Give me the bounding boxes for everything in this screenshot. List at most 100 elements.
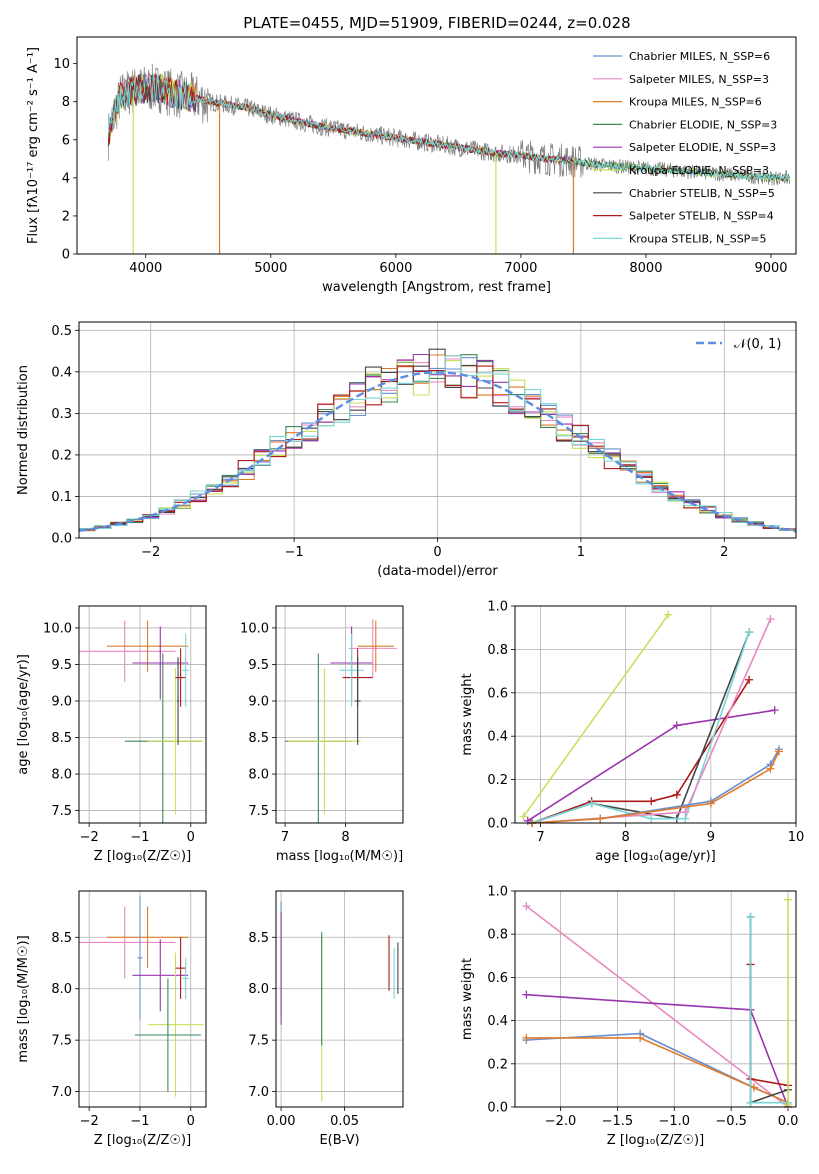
y-tick-label: 1.0 xyxy=(487,600,508,615)
x-axis-label: Z [log₁₀(Z/Z☉)] xyxy=(607,1133,704,1148)
weight-line-salpeter_miles xyxy=(525,905,789,1108)
axes-residuals: −2 −1 0 1 2 0.0 0.1 0.2 0.3 0.4 0.5 (data-model)/er… xyxy=(16,322,796,579)
crosses-mass_vs_z xyxy=(79,896,204,1097)
x-tick-label: −2.0 xyxy=(545,1114,577,1129)
x-tick-label: 0 xyxy=(187,830,195,845)
weight-point-kroupa_stelib xyxy=(746,912,755,921)
histogram-salpeter_stelib xyxy=(79,365,796,533)
x-axis-label: E(B-V) xyxy=(319,1133,359,1148)
weight_vs_age-frame xyxy=(514,605,797,824)
x-tick-label: −1.5 xyxy=(602,1114,634,1129)
weight-line-salpeter_elodie xyxy=(526,993,789,1108)
x-tick-label: 0.0 xyxy=(778,1114,799,1129)
axes-mass_vs_z: −2 −1 0 7.0 7.5 8.0 8.5 Z [log₁₀(Z/Z☉)] mass [lo… xyxy=(16,891,206,1148)
weight-point-kroupa_elodie xyxy=(784,895,793,904)
x-tick-label: 8 xyxy=(622,830,630,845)
weight-point-salpeter_stelib xyxy=(745,675,754,684)
y-tick-label: 0.2 xyxy=(487,773,508,788)
y-tick-label: 0.6 xyxy=(487,971,508,986)
legend-label: Chabrier STELIB, N_SSP=5 xyxy=(629,187,775,200)
y-tick-label: 9.5 xyxy=(51,658,72,673)
lines-weight_vs_z xyxy=(522,895,793,1111)
weight-point-kroupa_miles xyxy=(706,799,715,808)
x-tick-label: −0.5 xyxy=(715,1114,747,1129)
axes-weight_vs_age: 7 8 9 10 0.0 0.2 0.4 0.6 0.8 1.0 age [log₁₀(age/yr… xyxy=(460,600,804,865)
model-line-kroupa_stelib xyxy=(107,73,790,182)
y-tick-label: 8.0 xyxy=(51,768,72,783)
x-tick-label: 0 xyxy=(187,1114,195,1129)
y-axis-label: Normed distribution xyxy=(16,365,31,495)
x-tick-label: −1 xyxy=(130,830,149,845)
weight-point-salpeter_elodie xyxy=(522,990,531,999)
y-tick-label: 0.6 xyxy=(487,686,508,701)
y-tick-label: 7.5 xyxy=(51,804,72,819)
weight-point-kroupa_elodie xyxy=(784,1100,793,1109)
weight-point-kroupa_miles xyxy=(522,1033,531,1042)
weight_vs_z-frame xyxy=(514,890,797,1108)
x-tick-label: 7 xyxy=(536,830,544,845)
x-tick-label: −1.0 xyxy=(658,1114,690,1129)
y-tick-label: 0.8 xyxy=(487,643,508,658)
x-tick-label: −1 xyxy=(285,545,304,560)
y-tick-label: 8.5 xyxy=(51,731,72,746)
histogram-kroupa_stelib xyxy=(79,355,796,533)
y-tick-label: 0.5 xyxy=(51,324,72,339)
x-tick-label: 10 xyxy=(788,830,805,845)
y-tick-label: 0.2 xyxy=(51,448,72,463)
weight-line-kroupa_stelib xyxy=(531,631,750,824)
x-tick-label: 9000 xyxy=(754,261,787,276)
x-tick-label: 0.00 xyxy=(267,1114,296,1129)
y-tick-label: 7.0 xyxy=(51,1085,72,1100)
weight-point-kroupa_stelib xyxy=(587,799,596,808)
crosses-age_vs_mass xyxy=(285,619,397,823)
y-tick-label: 7.5 xyxy=(248,1034,269,1049)
spectrum-frame xyxy=(76,36,797,255)
weight-point-salpeter_stelib xyxy=(647,797,656,806)
y-axis-label: Flux [fλ10⁻¹⁷ erg cm⁻² s⁻¹ A⁻¹] xyxy=(26,47,41,244)
axes-weight_vs_z: −2.0 −1.5 −1.0 −0.5 0.0 0.0 0.2 0.4 0.6 0.8 1.0 Z [… xyxy=(460,885,798,1149)
weight-point-kroupa_stelib xyxy=(647,814,656,823)
x-axis-label: age [log₁₀(age/yr)] xyxy=(595,849,716,864)
residual-histograms xyxy=(79,348,796,534)
y-tick-label: 0.4 xyxy=(487,1014,508,1029)
y-tick-label: 0.8 xyxy=(487,928,508,943)
weight-point-salpeter_elodie xyxy=(770,706,779,715)
weight-line-kroupa_elodie xyxy=(522,614,669,817)
weight-line-kroupa_miles xyxy=(531,751,780,824)
x-tick-label: 4000 xyxy=(129,261,162,276)
normal-curve xyxy=(79,371,796,532)
legend-label: Chabrier ELODIE, N_SSP=3 xyxy=(629,118,777,131)
crosses-mass_vs_ebv xyxy=(280,901,399,1102)
legend-normal-label: 𝒩(0, 1) xyxy=(734,337,781,352)
weight-line-chabrier_miles xyxy=(526,1032,789,1104)
y-tick-label: 0.1 xyxy=(51,490,72,505)
mass_vs_z-frame xyxy=(78,890,207,1108)
weight-line-chabrier_stelib xyxy=(749,916,789,1104)
x-tick-label: 7000 xyxy=(504,261,537,276)
y-tick-label: 1.0 xyxy=(487,885,508,900)
weight-point-kroupa_elodie xyxy=(664,610,673,619)
crosses-age_vs_z xyxy=(79,620,204,823)
axes-age_vs_z: −2 −1 0 7.5 8.0 8.5 9.0 9.5 10.0 Z [log₁₀(Z/Z☉)] a… xyxy=(16,606,206,864)
y-tick-label: 8.5 xyxy=(248,931,269,946)
weight-point-salpeter_elodie xyxy=(672,721,681,730)
axes-age_vs_mass: 7 8 7.5 8.0 8.5 9.0 9.5 10.0 mass [log₁₀(M/M☉)] xyxy=(240,606,403,864)
y-axis-label: mass weight xyxy=(460,958,475,1040)
legend-label: Salpeter MILES, N_SSP=3 xyxy=(629,73,769,86)
x-tick-label: 6000 xyxy=(379,261,412,276)
y-tick-label: 0.0 xyxy=(487,1101,508,1116)
weight-point-kroupa_miles xyxy=(766,764,775,773)
y-tick-label: 9.0 xyxy=(248,694,269,709)
spectrum-lines xyxy=(107,63,790,254)
weight-point-salpeter_stelib xyxy=(672,790,681,799)
y-tick-label: 8.0 xyxy=(51,982,72,997)
y-tick-label: 8.5 xyxy=(51,931,72,946)
y-tick-label: 0.4 xyxy=(51,365,72,380)
x-tick-label: 5000 xyxy=(254,261,287,276)
x-tick-label: 1 xyxy=(577,545,585,560)
weight-point-kroupa_miles xyxy=(636,1033,645,1042)
weight-point-salpeter_miles xyxy=(522,902,531,911)
y-tick-label: 7.5 xyxy=(248,804,269,819)
x-tick-label: 8 xyxy=(341,830,349,845)
